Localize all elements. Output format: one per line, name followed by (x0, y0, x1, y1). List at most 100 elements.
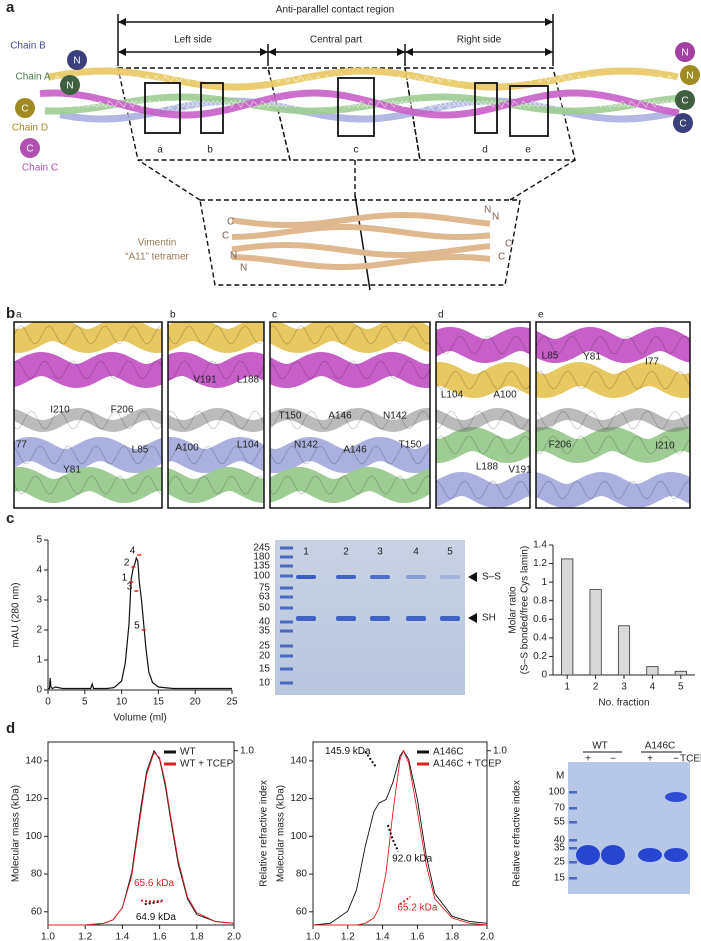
x-axis-label: Volume (ml) (113, 713, 166, 724)
helix-ridge (536, 410, 690, 430)
annotation: 3 (127, 582, 133, 593)
helix-coil (47, 74, 679, 83)
x-tick-label: 1.0 (306, 932, 320, 941)
ladder-label: 10 (259, 678, 271, 689)
helix (536, 426, 690, 464)
ladder-label: 100 (548, 787, 565, 798)
helix (436, 471, 530, 508)
helix-ridge (14, 475, 162, 495)
band (440, 616, 460, 621)
label: Chain B (10, 41, 46, 52)
x-tick-label: 15 (153, 697, 165, 708)
helix-ridge (270, 325, 430, 345)
tetramer-helix (232, 254, 491, 270)
bar (674, 670, 687, 676)
panel-label: d (6, 720, 15, 737)
helix-ridge (168, 325, 264, 345)
helix-ridge (436, 410, 530, 430)
selection-boxes (144, 77, 549, 137)
residue-label: Y81 (583, 352, 601, 363)
ladder-band (569, 839, 577, 842)
series-line (364, 750, 400, 852)
helix-bundle (39, 67, 680, 123)
ladder-band (280, 629, 293, 633)
treatment-label: + (585, 754, 591, 765)
x-tick-label: 20 (190, 697, 202, 708)
structure-view (436, 326, 530, 508)
helix-coil (39, 100, 680, 109)
series-line (48, 749, 235, 926)
y-tick-label: 0.8 (533, 595, 547, 606)
treatment-label: − (610, 754, 616, 765)
bar (617, 625, 631, 676)
band (296, 616, 316, 621)
label: Right side (457, 35, 502, 46)
subpanel-letter: d (438, 310, 444, 321)
ladder-band (280, 564, 293, 568)
tetramer-helix (231, 242, 491, 258)
x-tick-label: 1 (564, 682, 570, 693)
label: Chain A (15, 72, 50, 83)
label: e (525, 145, 531, 156)
ladder-band (280, 681, 293, 685)
terminus-label: C (679, 119, 686, 130)
y2-tick-label: 1.0 (240, 745, 254, 756)
terminus-badge (60, 75, 80, 95)
x-tick-label: 3 (621, 682, 627, 693)
terminus-label: N (73, 56, 80, 67)
terminus-badge (15, 98, 35, 118)
structure-view (168, 322, 264, 504)
residue-label: A146 (343, 445, 367, 456)
series-line (313, 749, 488, 926)
ladder-label: 25 (259, 641, 271, 652)
ladder-band (280, 620, 293, 624)
label: a (157, 145, 163, 156)
ladder-band (280, 606, 293, 610)
residue-label: I77 (645, 357, 659, 368)
panel-a-layout (117, 14, 576, 291)
helix-ridge (14, 325, 162, 345)
ladder-label: 20 (259, 651, 271, 662)
treatment-label: + (647, 754, 653, 765)
ladder-label: 63 (259, 592, 271, 603)
x-tick-label: 1.0 (41, 932, 55, 941)
ladder-label: 100 (253, 571, 270, 582)
x-axis-label: No. fraction (598, 698, 649, 709)
tetramer-helices (231, 212, 491, 270)
label: N (240, 263, 247, 274)
band (665, 792, 687, 802)
annotation: 65.2 kDa (397, 903, 437, 914)
terminus-label: C (26, 144, 33, 155)
residue-label: V191 (193, 375, 217, 386)
panel-label: a (6, 0, 15, 16)
structure-view (14, 322, 162, 504)
panel-frame (167, 321, 265, 509)
y-tick-label: 3 (36, 595, 42, 606)
ladder-label: 35 (259, 626, 271, 637)
ladder-label: 40 (554, 835, 566, 846)
ladder-band (280, 595, 293, 599)
series-line (48, 556, 232, 690)
residue-label: A146 (328, 411, 352, 422)
helix (536, 326, 690, 364)
helix (270, 351, 430, 389)
x-tick-label: 1.2 (78, 932, 92, 941)
helix-ridge (168, 360, 264, 380)
residue-label: I77 (13, 440, 27, 451)
helix-ridge (436, 335, 530, 355)
subpanel-letter: e (538, 310, 544, 321)
annotation: 2 (124, 558, 130, 569)
y-axis-label: Molecular mass (kDa) (276, 785, 287, 882)
ladder-label: 55 (554, 817, 566, 828)
ladder-band (569, 821, 577, 824)
helix-ridge (536, 435, 690, 455)
band (406, 575, 426, 579)
panel-frame (269, 321, 431, 509)
y2-tick-label: 1.0 (493, 745, 507, 756)
terminus-badge (675, 90, 695, 110)
helix-ridge (14, 445, 162, 465)
label: Anti-parallel contact region (276, 5, 394, 16)
x-tick-label: 25 (226, 697, 238, 708)
x-tick-label: 1.2 (341, 932, 355, 941)
ladder-band (569, 861, 577, 864)
